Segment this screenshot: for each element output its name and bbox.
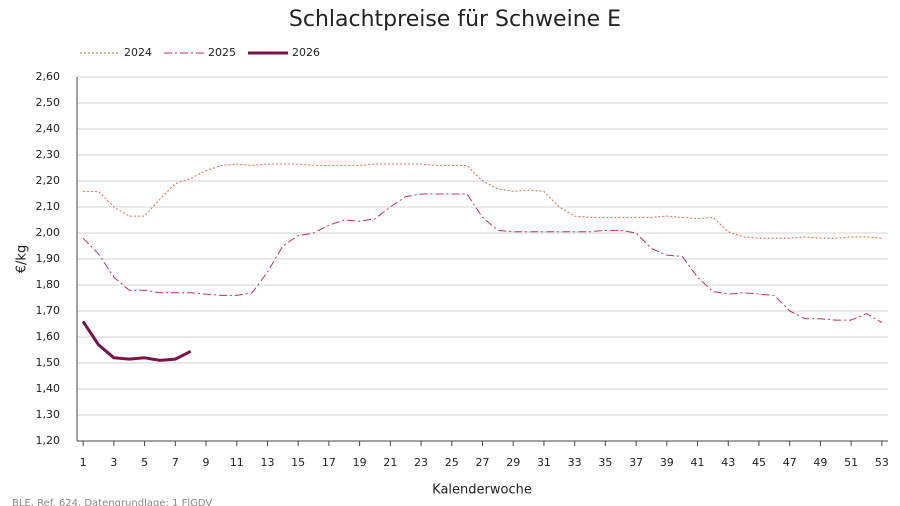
x-tick-label: 19 bbox=[353, 456, 367, 469]
x-tick-label: 15 bbox=[291, 456, 305, 469]
x-axis-label: Kalenderwoche bbox=[432, 483, 532, 498]
y-tick-label: 2,20 bbox=[36, 174, 61, 187]
chart-title: Schlachtpreise für Schweine E bbox=[289, 7, 621, 32]
legend-label: 2024 bbox=[124, 46, 152, 59]
x-tick-label: 21 bbox=[383, 456, 397, 469]
x-tick-label: 39 bbox=[660, 456, 674, 469]
x-tick-label: 25 bbox=[445, 456, 459, 469]
x-tick-label: 45 bbox=[752, 456, 766, 469]
x-tick-label: 5 bbox=[141, 456, 148, 469]
y-tick-label: 1,50 bbox=[36, 356, 61, 369]
y-tick-label: 1,30 bbox=[36, 408, 61, 421]
y-tick-label: 2,30 bbox=[36, 148, 61, 161]
x-tick-label: 13 bbox=[260, 456, 274, 469]
x-tick-label: 49 bbox=[813, 456, 827, 469]
x-tick-label: 33 bbox=[568, 456, 582, 469]
y-tick-label: 2,00 bbox=[36, 226, 61, 239]
x-tick-label: 51 bbox=[844, 456, 858, 469]
series-line bbox=[82, 193, 883, 324]
x-tick-label: 43 bbox=[721, 456, 735, 469]
y-tick-label: 2,40 bbox=[36, 122, 61, 135]
y-tick-label: 1,60 bbox=[36, 330, 61, 343]
legend-label: 2026 bbox=[292, 46, 320, 59]
source-note: BLE, Ref. 624, Datengrundlage: 1 FlGDV bbox=[12, 498, 212, 506]
x-tick-label: 11 bbox=[230, 456, 244, 469]
x-tick-label: 29 bbox=[506, 456, 520, 469]
y-tick-label: 1,20 bbox=[36, 434, 61, 447]
x-tick-label: 47 bbox=[783, 456, 797, 469]
y-tick-label: 1,40 bbox=[36, 382, 61, 395]
y-tick-label: 1,90 bbox=[36, 252, 61, 265]
y-tick-label: 1,80 bbox=[36, 278, 61, 291]
x-tick-label: 23 bbox=[414, 456, 428, 469]
series-line bbox=[81, 320, 192, 362]
x-tick-label: 35 bbox=[598, 456, 612, 469]
y-tick-label: 2,50 bbox=[36, 96, 61, 109]
x-tick-label: 41 bbox=[691, 456, 705, 469]
x-tick-label: 7 bbox=[172, 456, 179, 469]
x-tick-label: 17 bbox=[322, 456, 336, 469]
series-line bbox=[83, 163, 882, 239]
y-tick-label: 2,10 bbox=[36, 200, 61, 213]
x-tick-label: 9 bbox=[203, 456, 210, 469]
x-tick-label: 27 bbox=[476, 456, 490, 469]
legend-label: 2025 bbox=[208, 46, 236, 59]
y-tick-label: 1,70 bbox=[36, 304, 61, 317]
y-tick-label: 2,60 bbox=[36, 70, 61, 83]
x-tick-label: 53 bbox=[875, 456, 889, 469]
x-tick-label: 37 bbox=[629, 456, 643, 469]
x-tick-label: 1 bbox=[80, 456, 87, 469]
x-tick-label: 3 bbox=[110, 456, 117, 469]
x-tick-label: 31 bbox=[537, 456, 551, 469]
y-axis-label: €/kg bbox=[15, 245, 30, 273]
